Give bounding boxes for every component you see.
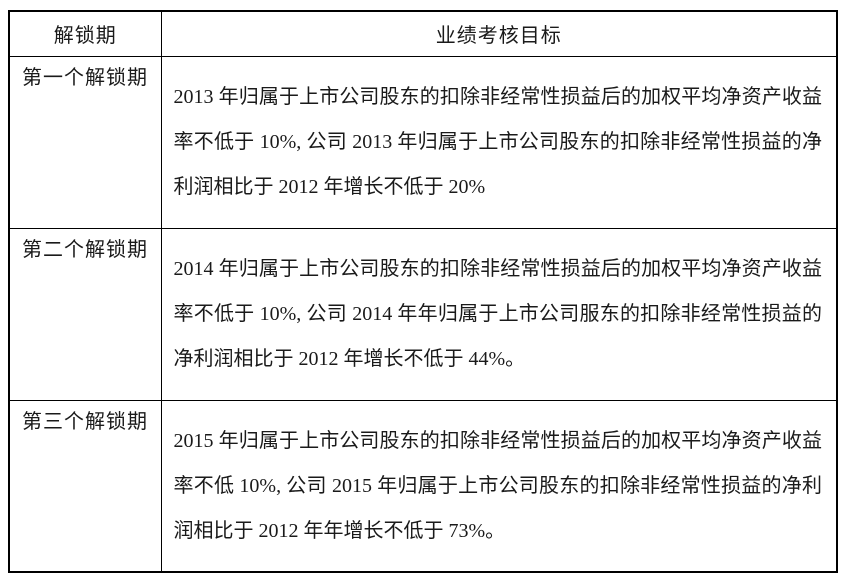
document-page: 解锁期 业绩考核目标 第一个解锁期 2013 年归属于上市公司股东的扣除非经常性… <box>8 10 838 573</box>
table-row: 第一个解锁期 2013 年归属于上市公司股东的扣除非经常性损益后的加权平均净资产… <box>8 55 838 229</box>
table-header-row: 解锁期 业绩考核目标 <box>8 10 838 57</box>
unlock-period-cell-1: 第一个解锁期 <box>8 55 162 229</box>
performance-target-cell-2: 2014 年归属于上市公司股东的扣除非经常性损益后的加权平均净资产收益率不低于 … <box>160 227 838 401</box>
unlock-period-cell-2: 第二个解锁期 <box>8 227 162 401</box>
table-row: 第二个解锁期 2014 年归属于上市公司股东的扣除非经常性损益后的加权平均净资产… <box>8 227 838 401</box>
header-performance-target: 业绩考核目标 <box>160 10 838 57</box>
unlock-period-cell-3: 第三个解锁期 <box>8 399 162 573</box>
performance-target-cell-3: 2015 年归属于上市公司股东的扣除非经常性损益后的加权平均净资产收益率不低 1… <box>160 399 838 573</box>
header-unlock-period: 解锁期 <box>8 10 162 57</box>
performance-target-table: 解锁期 业绩考核目标 第一个解锁期 2013 年归属于上市公司股东的扣除非经常性… <box>8 10 838 573</box>
performance-target-cell-1: 2013 年归属于上市公司股东的扣除非经常性损益后的加权平均净资产收益率不低于 … <box>160 55 838 229</box>
table-row: 第三个解锁期 2015 年归属于上市公司股东的扣除非经常性损益后的加权平均净资产… <box>8 399 838 573</box>
